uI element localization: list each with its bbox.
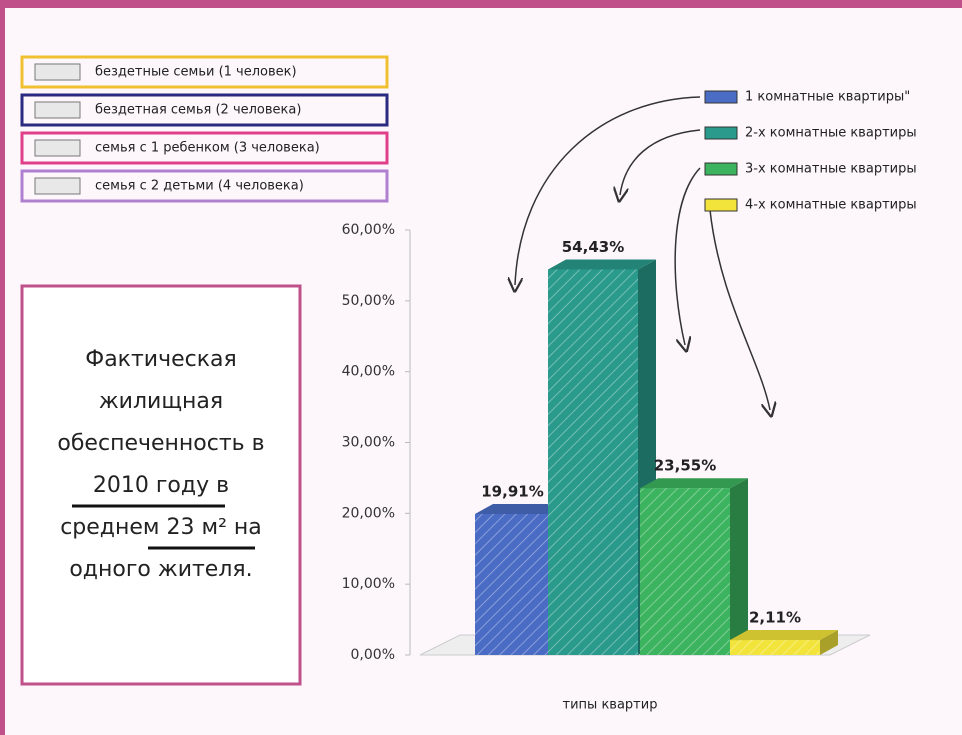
left-border [0, 0, 5, 735]
family-legend-frame [20, 131, 389, 165]
bar-hatch [730, 640, 820, 655]
note-line: 2010 году в [93, 473, 229, 498]
value-label: 19,91% [481, 482, 543, 500]
legend-swatch [704, 126, 738, 140]
top-border [0, 0, 962, 8]
family-legend-frame [20, 169, 389, 203]
family-legend-label: семья с 2 детьми (4 человека) [95, 179, 304, 194]
legend-swatch [704, 90, 738, 104]
family-legend-frame [20, 55, 389, 89]
family-legend-frame [20, 93, 389, 127]
legend-swatch [704, 162, 738, 176]
family-legend-swatch [34, 139, 81, 157]
y-tick-label: 50,00% [342, 293, 395, 309]
note-box [20, 284, 302, 686]
bar-top [475, 503, 568, 514]
legend-label: 2-х комнатные квартиры [745, 126, 917, 141]
y-tick-label: 40,00% [342, 364, 395, 380]
legend-label: 1 комнатные квартиры" [745, 90, 910, 105]
bar-top [548, 259, 656, 270]
bar-side [820, 630, 838, 655]
bar-top [730, 630, 838, 641]
family-legend-swatch [34, 63, 81, 81]
legend-label: 3-х комнатные квартиры [745, 162, 917, 177]
y-tick-label: 30,00% [342, 435, 395, 451]
family-legend-label: бездетные семьи (1 человек) [95, 65, 297, 80]
value-label: 23,55% [654, 457, 716, 475]
value-label: 54,43% [562, 238, 624, 256]
note-line: одного жителя. [69, 557, 252, 582]
note-line: среднем 23 м² на [60, 515, 262, 540]
value-label: 2,11% [749, 609, 801, 627]
legend-swatch [704, 198, 738, 212]
x-axis-label: типы квартир [563, 698, 658, 713]
note-line: обеспеченность в [57, 431, 264, 456]
family-legend-label: семья с 1 ребенком (3 человека) [95, 141, 320, 156]
y-tick-label: 60,00% [342, 222, 395, 238]
legend-label: 4-х комнатные квартиры [745, 198, 917, 213]
family-legend-label: бездетная семья (2 человека) [95, 103, 301, 118]
bar-hatch [475, 513, 550, 655]
bar-hatch [640, 488, 730, 655]
y-tick-label: 20,00% [342, 505, 395, 521]
bar-top [640, 478, 748, 489]
family-legend-swatch [34, 177, 81, 195]
note-line: жилищная [99, 389, 223, 414]
bar-hatch [548, 269, 638, 655]
bar-side [730, 478, 748, 655]
note-line: Фактическая [85, 347, 236, 372]
arrows [515, 96, 770, 410]
y-tick-label: 10,00% [342, 576, 395, 592]
y-tick-label: 0,00% [351, 647, 395, 663]
family-legend-swatch [34, 101, 81, 119]
